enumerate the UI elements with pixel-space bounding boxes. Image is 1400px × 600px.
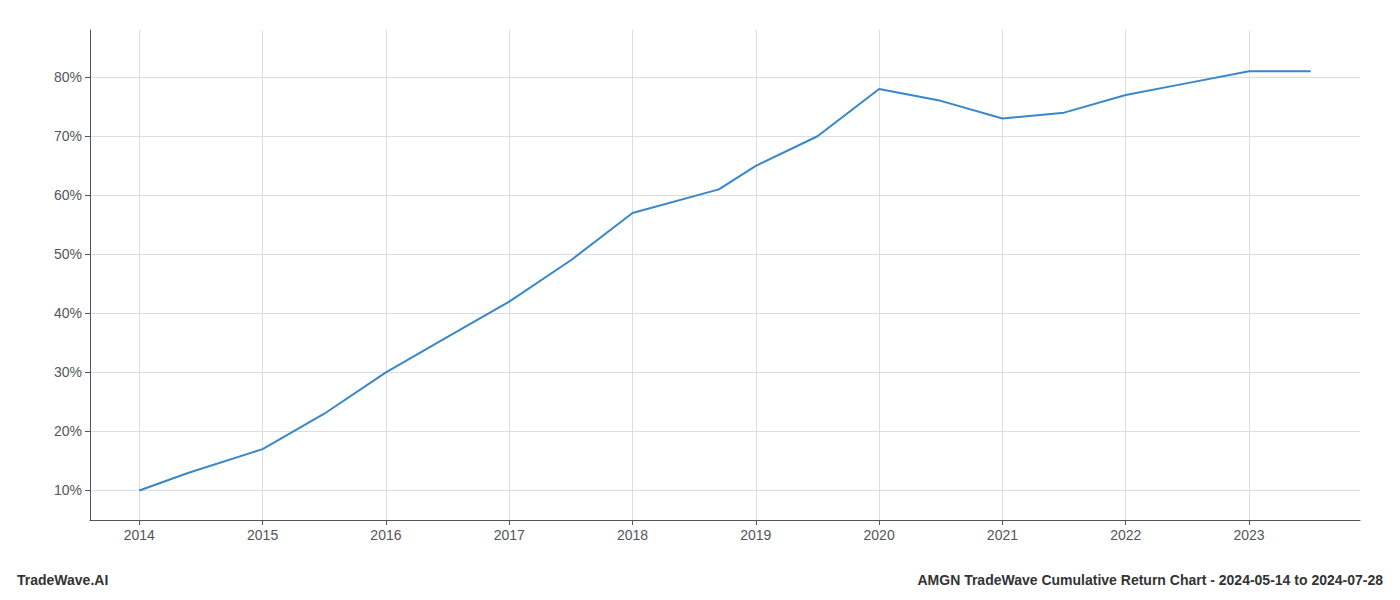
svg-text:2019: 2019 xyxy=(740,527,771,543)
svg-text:10%: 10% xyxy=(54,482,82,498)
svg-text:2017: 2017 xyxy=(494,527,525,543)
svg-text:2016: 2016 xyxy=(370,527,401,543)
svg-text:TradeWave.AI: TradeWave.AI xyxy=(17,572,108,588)
svg-text:2014: 2014 xyxy=(124,527,155,543)
svg-text:30%: 30% xyxy=(54,364,82,380)
svg-text:40%: 40% xyxy=(54,305,82,321)
svg-text:2015: 2015 xyxy=(247,527,278,543)
svg-text:2023: 2023 xyxy=(1233,527,1264,543)
svg-text:20%: 20% xyxy=(54,423,82,439)
svg-text:AMGN TradeWave Cumulative Retu: AMGN TradeWave Cumulative Return Chart -… xyxy=(917,572,1383,588)
svg-text:60%: 60% xyxy=(54,187,82,203)
svg-text:2022: 2022 xyxy=(1110,527,1141,543)
svg-text:2018: 2018 xyxy=(617,527,648,543)
svg-text:50%: 50% xyxy=(54,246,82,262)
svg-text:2021: 2021 xyxy=(987,527,1018,543)
svg-text:2020: 2020 xyxy=(864,527,895,543)
svg-text:70%: 70% xyxy=(54,128,82,144)
svg-text:80%: 80% xyxy=(54,69,82,85)
